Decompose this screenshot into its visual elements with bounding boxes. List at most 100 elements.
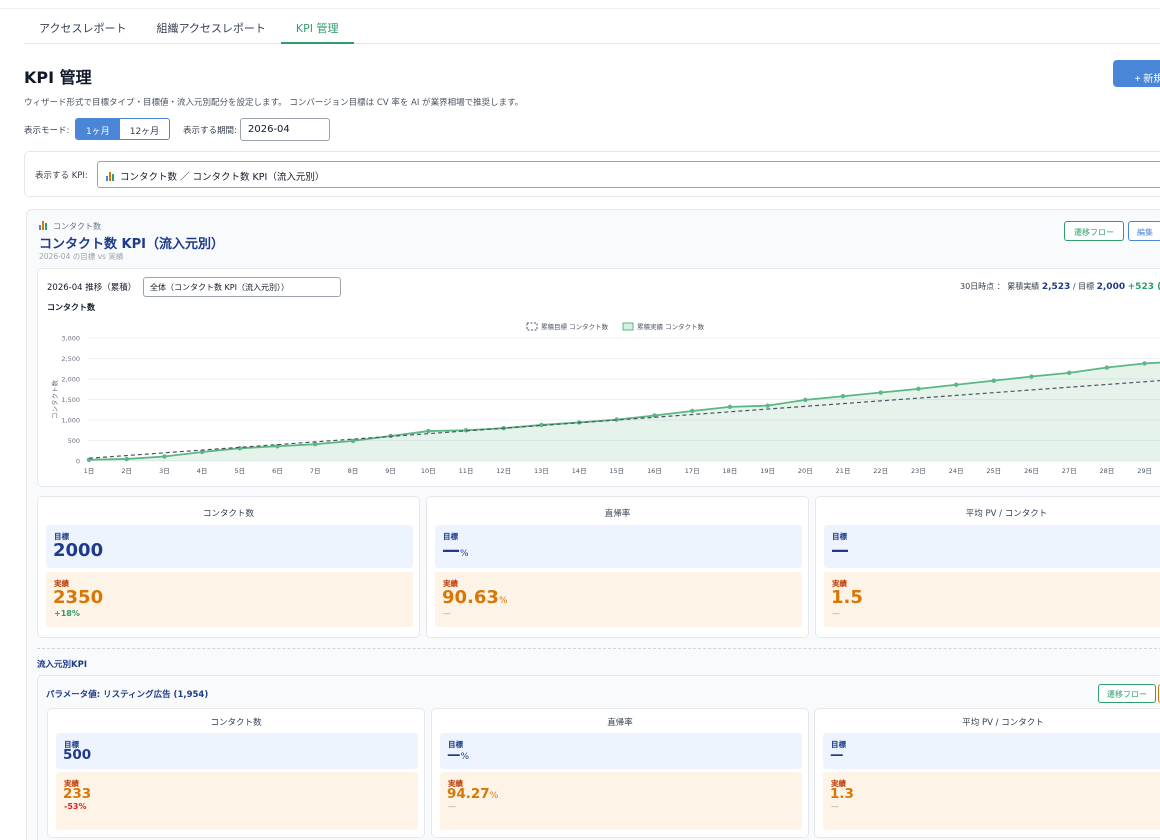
y-tick-label: 0 xyxy=(76,458,80,466)
kpi-select-value: コンタクト数 ／ コンタクト数 KPI（流入元別） xyxy=(120,172,325,183)
x-tick-label: 3日 xyxy=(159,467,170,475)
source-edit-button[interactable] xyxy=(1158,684,1160,703)
metric-actual-value: 233 xyxy=(63,786,91,802)
metric-card: 直帰率 目標 —% 実績 94.27% — xyxy=(431,708,809,838)
display-mode-label: 表示モード: xyxy=(24,126,70,136)
x-tick-label: 21日 xyxy=(836,467,851,475)
metric-actual-label: 実績 xyxy=(54,579,69,588)
actual-point xyxy=(124,456,129,462)
tab-access-report[interactable]: アクセスレポート xyxy=(39,22,127,35)
edit-button[interactable]: 編集 xyxy=(1128,221,1160,241)
source-flow-button[interactable]: 遷移フロー xyxy=(1098,684,1156,703)
legend-actual-swatch xyxy=(622,322,634,331)
summary-mid: / 目標 xyxy=(1072,282,1095,291)
mode-1-month-button[interactable]: 1ヶ月 xyxy=(76,119,120,139)
metric-target-value: —% xyxy=(447,747,469,763)
actual-point xyxy=(991,378,996,383)
x-tick-label: 14日 xyxy=(572,467,587,475)
actual-point xyxy=(350,438,356,444)
actual-point xyxy=(690,408,695,414)
x-tick-label: 8日 xyxy=(348,467,359,475)
actual-unit: % xyxy=(489,791,499,801)
trend-chart: 0 500 1,000 1,500 2,000 2,500 3,000 コンタクト数 1日 2日 3… xyxy=(50,322,1160,475)
target-number: — xyxy=(447,747,461,763)
trend-scope-select[interactable]: 全体（コンタクト数 KPI（流入元別）） xyxy=(143,277,341,297)
summary-target: 2,000 xyxy=(1096,282,1126,292)
metric-target-box: 目標 —% xyxy=(440,733,802,769)
target-number: 500 xyxy=(63,747,92,763)
x-tick-label: 19日 xyxy=(760,467,775,475)
legend-target-swatch xyxy=(526,322,538,331)
metric-card: 平均 PV / コンタクト 目標 — 実績 1.5— xyxy=(815,496,1160,638)
y-tick-label: 1,500 xyxy=(61,396,80,404)
metric-card: 平均 PV / コンタクト 目標 — 実績 1.3— xyxy=(814,708,1160,838)
actual-point xyxy=(727,404,733,410)
mode-12-month-button[interactable]: 12ヶ月 xyxy=(119,119,170,139)
section-divider xyxy=(37,648,1160,649)
actual-unit: % xyxy=(498,596,508,606)
x-tick-label: 1日 xyxy=(84,467,95,475)
actual-point xyxy=(426,428,431,434)
bar-chart-icon xyxy=(39,221,48,230)
x-tick-label: 20日 xyxy=(798,467,813,475)
actual-point xyxy=(162,454,167,459)
metric-title: コンタクト数 xyxy=(210,718,262,728)
period-label: 表示する期間: xyxy=(183,126,237,136)
kpi-category: コンタクト数 xyxy=(39,221,101,232)
target-series-line xyxy=(88,380,1160,459)
metric-actual-label: 実績 xyxy=(64,779,79,788)
y-tick-label: 500 xyxy=(68,437,80,445)
metric-card: コンタクト数目標 500 実績 233 -53% xyxy=(47,708,425,838)
target-number: — xyxy=(831,540,849,561)
metric-actual-label: 実績 xyxy=(448,779,463,788)
actual-point xyxy=(803,397,808,403)
x-tick-label: 7日 xyxy=(310,467,321,475)
x-tick-label: 16日 xyxy=(647,467,662,475)
metric-target-label: 目標 xyxy=(64,740,79,749)
metric-change-note: -53% xyxy=(64,802,87,811)
metric-title: 直帰率 xyxy=(604,509,631,519)
kpi-subtitle: 2026-04 の目標 vs 実績 xyxy=(39,252,124,261)
y-tick-label: 3,000 xyxy=(61,335,80,343)
x-tick-label: 5日 xyxy=(234,467,245,475)
metric-change-note: +18% xyxy=(54,609,80,618)
actual-point xyxy=(1067,370,1072,376)
actual-point xyxy=(840,394,846,399)
legend-target-label: 累積目標 コンタクト数 xyxy=(541,322,609,331)
actual-point xyxy=(199,449,205,455)
source-kpi-label: 流入元別KPI xyxy=(37,660,87,670)
metric-change-note: — xyxy=(832,609,840,618)
legend-actual-label: 累積実績 コンタクト数 xyxy=(637,322,705,331)
x-tick-label: 24日 xyxy=(949,467,964,475)
kpi-select[interactable]: コンタクト数 ／ コンタクト数 KPI（流入元別） xyxy=(97,161,1160,188)
trend-summary: 30日時点 ： 累積実績 2,523 / 目標 2,000 +523 ( xyxy=(960,281,1160,292)
target-number: — xyxy=(442,540,460,561)
y-tick-label: 2,500 xyxy=(61,355,80,363)
metric-actual-box: 実績 1.3— xyxy=(823,772,1160,830)
x-tick-label: 26日 xyxy=(1024,467,1039,475)
summary-actual: 2,523 xyxy=(1041,282,1071,292)
metric-actual-box: 実績 1.5— xyxy=(824,572,1160,627)
tab-org-access-report[interactable]: 組織アクセスレポート xyxy=(156,22,266,35)
actual-number: 90.63 xyxy=(442,587,499,608)
x-tick-label: 13日 xyxy=(534,467,549,475)
actual-point xyxy=(313,441,318,447)
actual-point xyxy=(275,444,280,449)
flow-button[interactable]: 遷移フロー xyxy=(1064,221,1124,241)
actual-point xyxy=(953,382,959,387)
target-number: 2000 xyxy=(53,540,104,561)
period-input[interactable]: 2026-04 xyxy=(240,118,330,141)
x-tick-label: 10日 xyxy=(421,467,436,475)
target-unit: % xyxy=(460,549,469,559)
metric-target-box: 目標 — xyxy=(824,525,1160,568)
new-kpi-button[interactable]: + 新規 xyxy=(1113,60,1160,87)
source-kpi-card: パラメータ値: リスティング広告 (1,954) 遷移フロー コンタクト数 目標 5… xyxy=(37,675,1160,840)
target-unit: % xyxy=(460,752,470,762)
tab-kpi-management[interactable]: KPI 管理 xyxy=(280,10,354,44)
actual-series-line xyxy=(88,361,1160,461)
x-tick-label: 22日 xyxy=(873,467,888,475)
metric-actual-box: 実績 90.63% — xyxy=(435,572,802,627)
actual-point xyxy=(1142,361,1147,366)
x-tick-label: 18日 xyxy=(723,467,738,475)
metric-title: 直帰率 xyxy=(607,718,633,728)
